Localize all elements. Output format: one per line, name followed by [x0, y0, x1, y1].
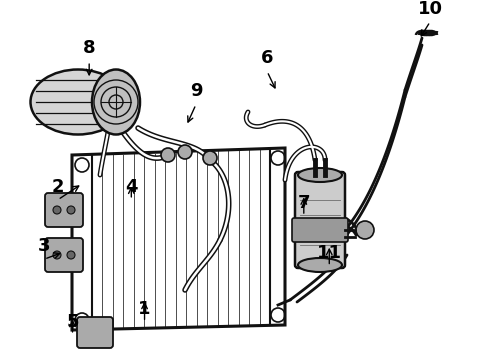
Text: 2: 2	[51, 178, 64, 196]
Text: 4: 4	[125, 178, 138, 196]
Circle shape	[53, 251, 61, 259]
Circle shape	[356, 221, 374, 239]
FancyBboxPatch shape	[292, 218, 348, 242]
Circle shape	[203, 151, 217, 165]
Circle shape	[53, 206, 61, 214]
Circle shape	[67, 206, 75, 214]
Text: 11: 11	[317, 244, 342, 262]
Ellipse shape	[92, 69, 140, 135]
Text: 1: 1	[138, 300, 151, 318]
FancyBboxPatch shape	[295, 172, 345, 268]
Ellipse shape	[298, 168, 342, 182]
Text: 8: 8	[83, 39, 96, 57]
Circle shape	[178, 145, 192, 159]
FancyBboxPatch shape	[45, 238, 83, 272]
FancyBboxPatch shape	[45, 193, 83, 227]
Text: 7: 7	[297, 194, 310, 212]
Ellipse shape	[298, 258, 342, 272]
Circle shape	[161, 148, 175, 162]
FancyBboxPatch shape	[77, 317, 113, 348]
Text: 9: 9	[190, 82, 202, 100]
Circle shape	[67, 251, 75, 259]
Ellipse shape	[30, 69, 125, 135]
Text: 10: 10	[417, 0, 443, 18]
Text: 3: 3	[38, 237, 50, 255]
Text: 5: 5	[66, 313, 79, 331]
Text: 6: 6	[261, 49, 273, 67]
